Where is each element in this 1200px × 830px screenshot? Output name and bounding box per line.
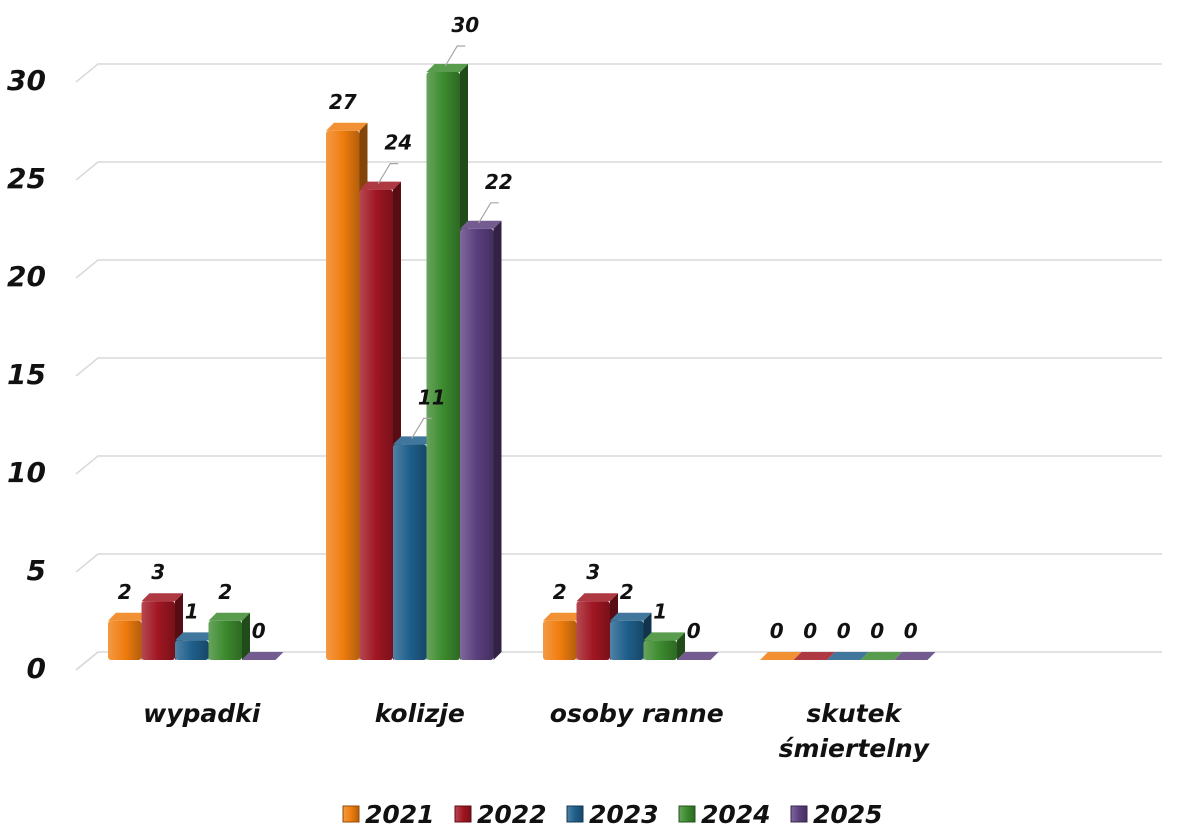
bar-2025-0 <box>242 652 284 660</box>
legend-label: 2021 <box>365 800 435 829</box>
data-label: 0 <box>904 619 918 643</box>
bar-2025-2 <box>677 652 719 660</box>
floor-edge <box>75 651 99 671</box>
category-label: wypadki <box>143 699 261 728</box>
legend-swatch <box>790 805 808 823</box>
gridline <box>75 63 1162 83</box>
data-label: 30 <box>451 13 479 37</box>
data-label: 0 <box>803 619 817 643</box>
data-label: 27 <box>329 90 357 114</box>
data-label: 1 <box>185 599 199 623</box>
category-label: śmiertelny <box>779 734 931 763</box>
data-label: 3 <box>586 560 600 584</box>
data-label: 1 <box>653 599 667 623</box>
bar-2022-3 <box>793 652 835 660</box>
bar-2024-3 <box>860 652 902 660</box>
data-label: 22 <box>485 170 513 194</box>
category-label: skutek <box>806 699 902 728</box>
legend: 2021 2022 2023 2024 2025 <box>342 800 883 829</box>
bar-2022-0 <box>141 593 183 660</box>
y-tick-label: 0 <box>27 652 46 685</box>
data-label: 2 <box>620 580 634 604</box>
y-tick-label: 5 <box>27 554 46 587</box>
data-label: 3 <box>151 560 165 584</box>
gridline <box>75 455 1162 475</box>
legend-label: 2024 <box>701 800 771 829</box>
bar-2025-3 <box>894 652 936 660</box>
y-tick-label: 15 <box>7 358 46 391</box>
bar-2024-0 <box>208 612 250 660</box>
y-tick-label: 20 <box>7 260 46 293</box>
data-label: 2 <box>118 580 132 604</box>
y-tick-label: 10 <box>7 456 46 489</box>
data-label: 11 <box>418 385 446 409</box>
leader-line <box>478 202 499 224</box>
legend-item-2023: 2023 <box>566 800 659 829</box>
bars <box>108 64 936 661</box>
gridline <box>75 357 1162 377</box>
legend-swatch <box>454 805 472 823</box>
data-label: 0 <box>770 619 784 643</box>
leader-line <box>411 417 432 439</box>
data-label: 0 <box>837 619 851 643</box>
data-label: 0 <box>687 619 701 643</box>
legend-item-2021: 2021 <box>342 800 435 829</box>
leader-line <box>377 163 399 184</box>
data-label: 24 <box>384 131 412 155</box>
legend-label: 2025 <box>813 800 883 829</box>
category-label: kolizje <box>375 699 465 728</box>
y-tick-label: 30 <box>7 64 46 97</box>
data-label: 0 <box>870 619 884 643</box>
leader-line <box>444 45 466 67</box>
data-label: 2 <box>553 580 567 604</box>
gridlines <box>75 63 1162 671</box>
category-label: osoby ranne <box>550 699 724 728</box>
legend-item-2025: 2025 <box>790 800 883 829</box>
legend-item-2024: 2024 <box>678 800 771 829</box>
category-labels: wypadki kolizje osoby ranne skutek śmierteln… <box>143 699 931 763</box>
bar-2024-2 <box>643 632 685 660</box>
gridline <box>75 161 1162 181</box>
data-label: 2 <box>218 580 232 604</box>
legend-item-2022: 2022 <box>454 800 547 829</box>
legend-label: 2022 <box>477 800 547 829</box>
legend-swatch <box>566 805 584 823</box>
y-axis-ticks: 0 5 10 15 20 25 30 <box>7 64 46 685</box>
bar-2025-1 <box>460 220 502 661</box>
legend-label: 2023 <box>589 800 659 829</box>
data-label: 0 <box>252 619 266 643</box>
bar-2021-3 <box>760 652 802 660</box>
y-tick-label: 25 <box>7 162 46 195</box>
gridline <box>75 553 1162 573</box>
legend-swatch <box>342 805 360 823</box>
legend-swatch <box>678 805 696 823</box>
bar-2023-3 <box>827 652 869 660</box>
bar-2022-2 <box>576 593 618 660</box>
gridline <box>75 259 1162 279</box>
